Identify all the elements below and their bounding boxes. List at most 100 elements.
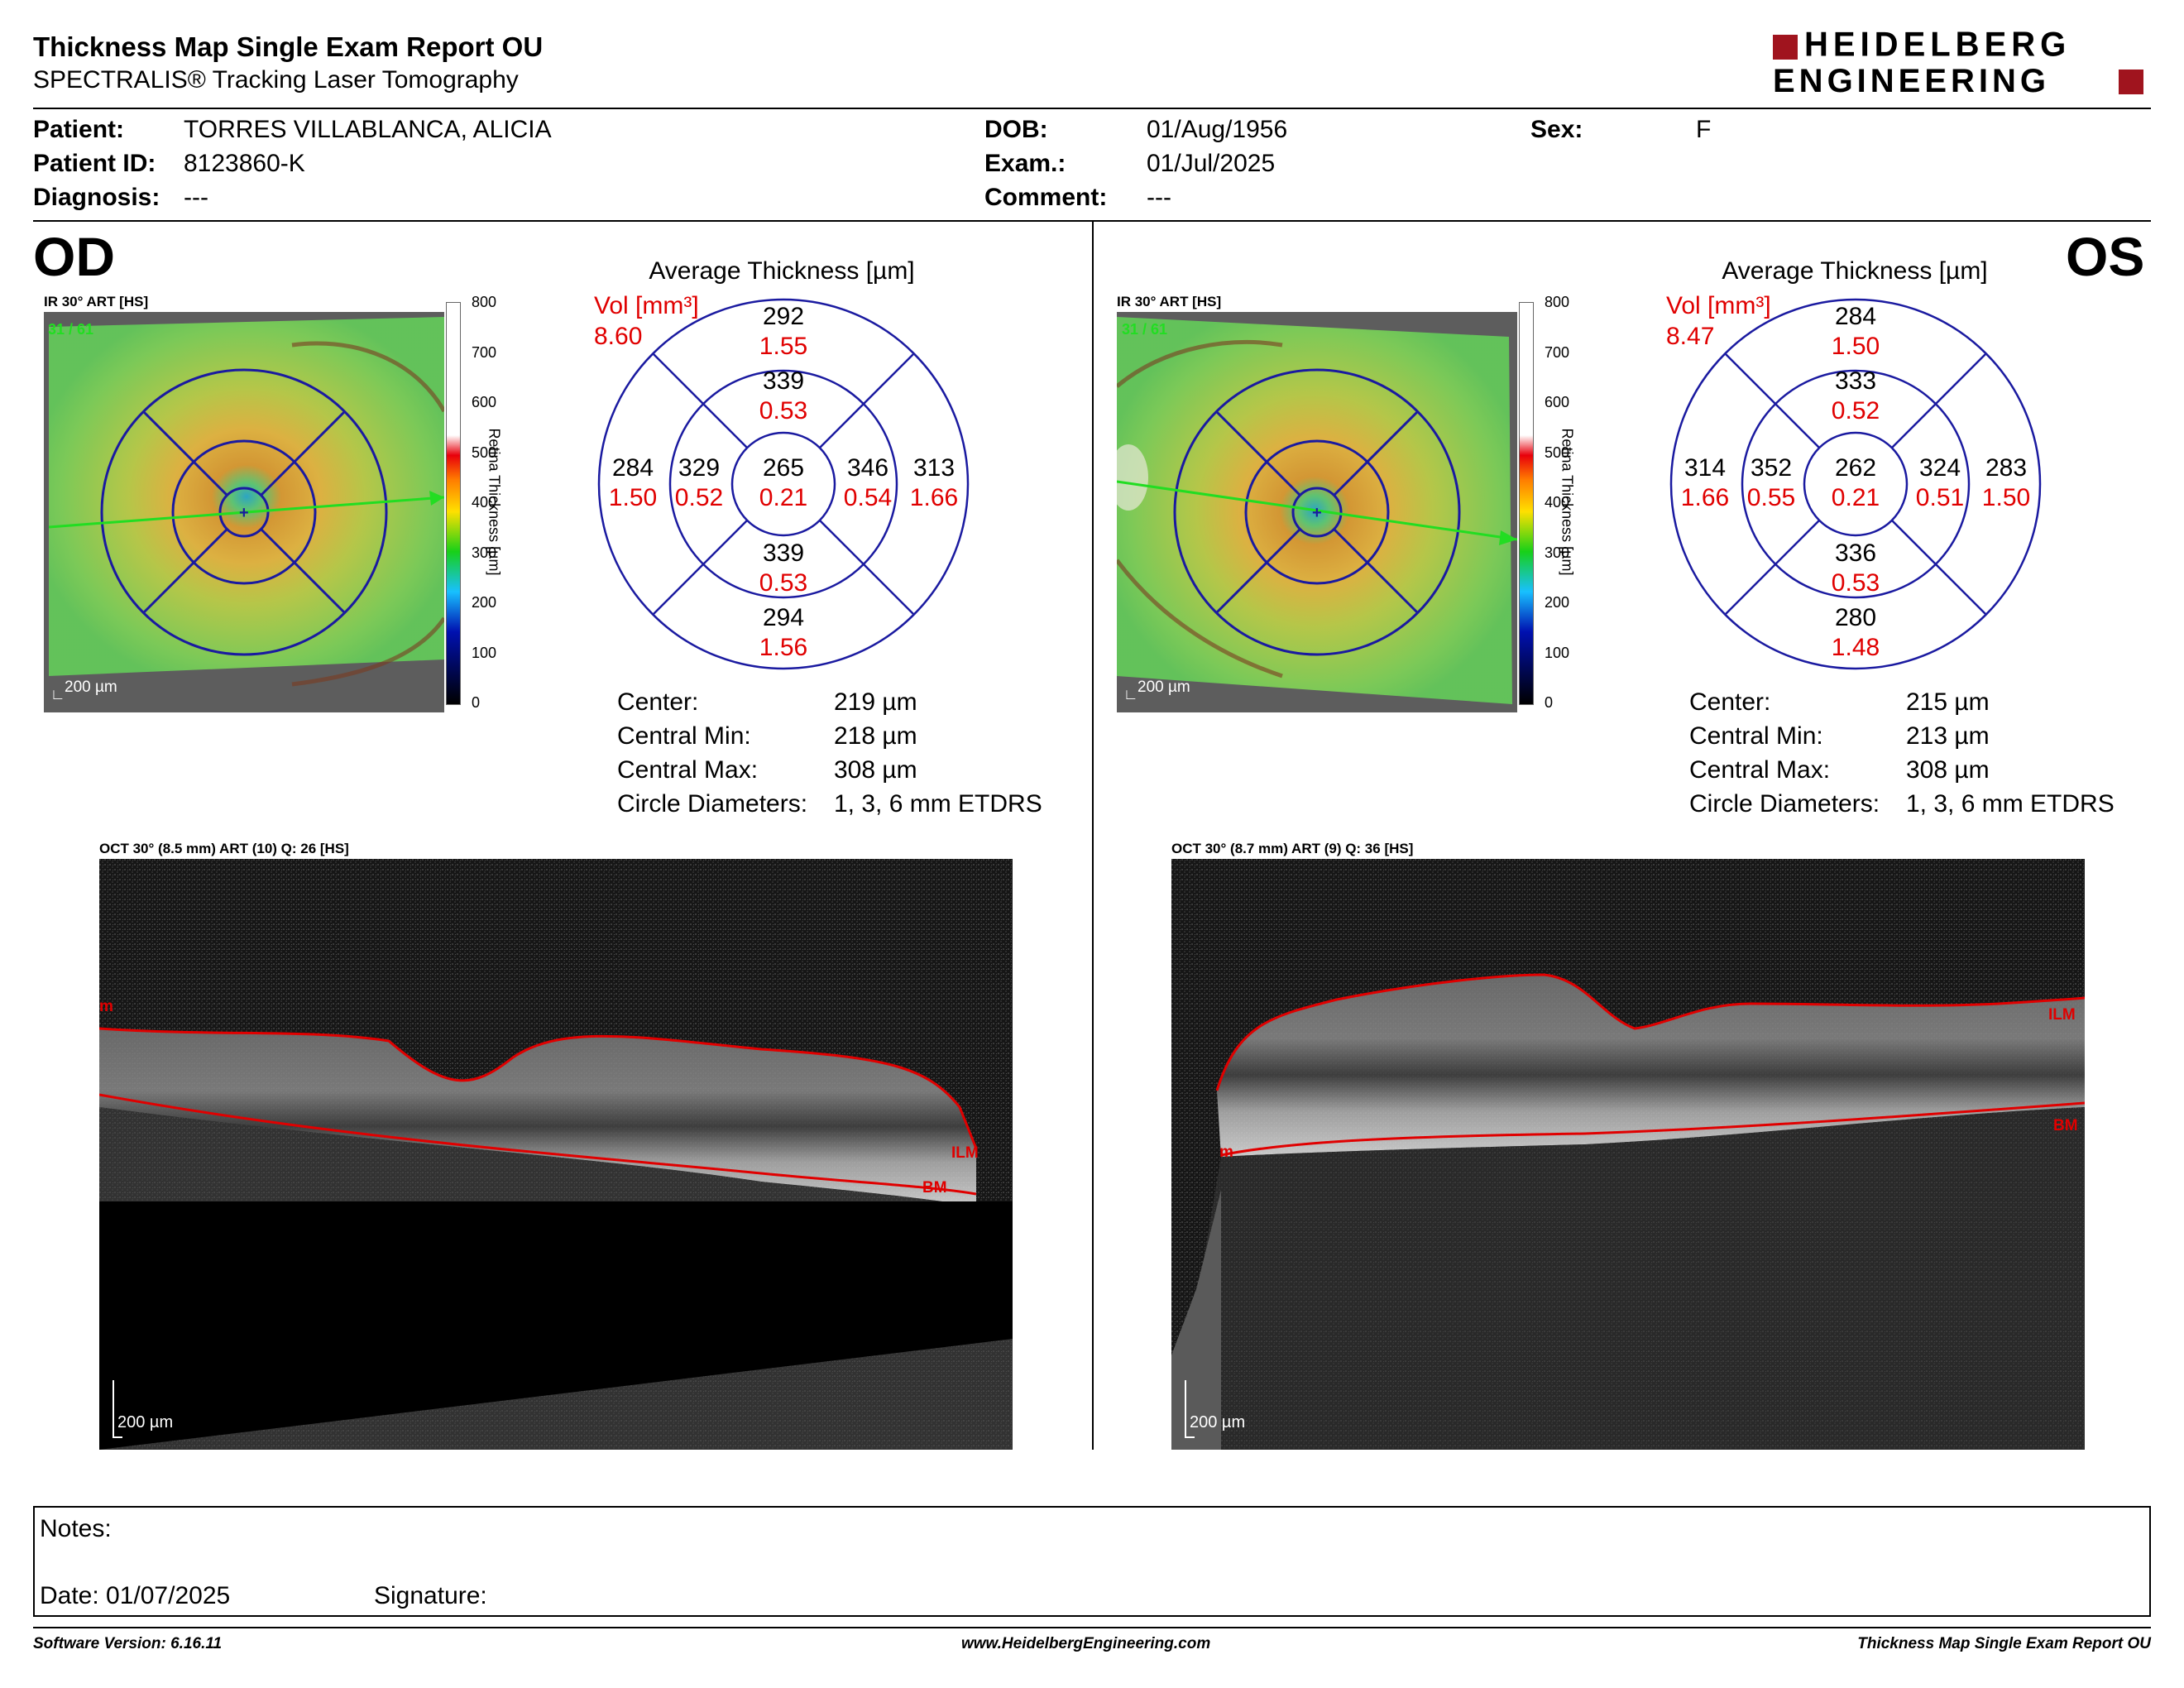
os-tick-600: 600 [1545, 394, 1570, 410]
os-sector-outer-right: 283 1.50 [1981, 454, 2031, 511]
os-colorbar [1519, 302, 1534, 705]
os-tick-400: 400 [1545, 494, 1570, 511]
notes-box[interactable] [33, 1506, 2151, 1617]
svg-text:+: + [1312, 504, 1322, 522]
od-vol-value: 8.60 [594, 323, 643, 350]
os-stat-min-value: 213 µm [1906, 722, 1990, 750]
comment-value: --- [1147, 184, 1171, 211]
os-tick-300: 300 [1545, 544, 1570, 561]
patient-id: 8123860-K [184, 150, 305, 177]
os-colorbar-title: Retina Thickness [µm] [1559, 428, 1576, 576]
os-ir-label: IR 30° ART [HS] [1117, 294, 1222, 309]
od-oct-ilm-edge: m [99, 998, 113, 1015]
od-stat-min-value: 218 µm [834, 722, 917, 750]
footer-website: www.HeidelbergEngineering.com [961, 1635, 1211, 1652]
od-colorbar-title: Retina Thickness [µm] [486, 428, 503, 576]
os-ir-scale: 200 µm [1138, 679, 1190, 696]
os-oct-bscan: ILM BM m 200 µm [1171, 859, 2085, 1450]
os-etdrs-grid [1668, 296, 2043, 672]
os-stat-center-value: 215 µm [1906, 688, 1990, 716]
os-stat-center-label: Center: [1689, 688, 1771, 716]
center-divider [1092, 222, 1094, 1450]
svg-text:+: + [239, 504, 249, 522]
os-oct-scalebar [1185, 1380, 1186, 1438]
od-stat-max-label: Central Max: [617, 756, 759, 784]
os-tick-700: 700 [1545, 344, 1570, 361]
os-sector-inner-left: 352 0.55 [1746, 454, 1796, 511]
os-sector-center: 262 0.21 [1831, 454, 1880, 511]
os-oct-scale-label: 200 µm [1190, 1413, 1246, 1431]
od-oct-bm-label: BM [922, 1179, 947, 1196]
od-colorbar [446, 302, 461, 705]
os-tick-800: 800 [1545, 294, 1570, 310]
diagnosis-label: Diagnosis: [33, 184, 160, 211]
os-tick-500: 500 [1545, 444, 1570, 461]
od-stat-diam-value: 1, 3, 6 mm ETDRS [834, 790, 1042, 818]
od-oct-scalebar [113, 1380, 114, 1438]
od-sector-inner-left: 329 0.52 [674, 454, 724, 511]
svg-text:∟: ∟ [50, 686, 65, 703]
od-sector-inner-bottom: 339 0.53 [759, 539, 808, 597]
od-tick-100: 100 [472, 645, 497, 661]
od-tick-600: 600 [472, 394, 497, 410]
os-ir-counter: 31 / 61 [1122, 321, 1168, 338]
date-label: Date: 01/07/2025 [40, 1582, 231, 1609]
od-sector-inner-right: 346 0.54 [843, 454, 893, 511]
od-ir-counter: 31 / 61 [48, 321, 94, 338]
report-title: Thickness Map Single Exam Report OU [33, 31, 544, 62]
os-stat-max-label: Central Max: [1689, 756, 1831, 784]
os-tick-100: 100 [1545, 645, 1570, 661]
sex-label: Sex: [1530, 116, 1583, 143]
svg-text:∟: ∟ [1123, 686, 1138, 703]
os-sector-inner-right: 324 0.51 [1915, 454, 1965, 511]
os-tick-0: 0 [1545, 694, 1554, 711]
od-tick-0: 0 [472, 694, 481, 711]
od-fundus-map: + ∟ [44, 312, 447, 712]
od-sector-outer-right: 313 1.66 [909, 454, 959, 511]
od-oct-ilm-label: ILM [951, 1144, 979, 1162]
logo-line1: HEIDELBERG [1804, 25, 2071, 65]
os-oct-scalebar-base [1185, 1436, 1195, 1438]
od-vol-label: Vol [mm³] [594, 292, 699, 319]
od-stat-center-value: 219 µm [834, 688, 917, 716]
os-sector-inner-bottom: 336 0.53 [1831, 539, 1880, 597]
os-colorbar-ticks: 800 700 600 500 400 300 200 100 0 [1533, 294, 1583, 711]
od-sector-inner-top: 339 0.53 [759, 367, 808, 424]
od-eye-label: OD [33, 226, 115, 287]
od-tick-500: 500 [472, 444, 497, 461]
os-oct-ilm-label: ILM [2048, 1006, 2076, 1024]
footer-rule [33, 1627, 2151, 1628]
od-sector-outer-left: 284 1.50 [608, 454, 658, 511]
os-eye-label: OS [2066, 226, 2145, 287]
logo-square-top [1773, 35, 1798, 60]
os-sector-outer-top: 284 1.50 [1831, 303, 1880, 360]
os-sector-outer-bottom: 280 1.48 [1831, 604, 1880, 661]
od-tick-400: 400 [472, 494, 497, 511]
dob-value: 01/Aug/1956 [1147, 116, 1288, 143]
dob-label: DOB: [984, 116, 1048, 143]
logo-line2: ENGINEERING [1773, 63, 2051, 99]
info-rule [33, 220, 2151, 222]
od-stat-diam-label: Circle Diameters: [617, 790, 808, 818]
os-fundus-map: + ∟ [1109, 312, 1518, 712]
report-subtitle: SPECTRALIS® Tracking Laser Tomography [33, 66, 519, 94]
od-sector-outer-top: 292 1.55 [759, 303, 808, 360]
sex-value: F [1696, 116, 1712, 143]
os-avg-title: Average Thickness [µm] [1722, 257, 1988, 285]
patient-label: Patient: [33, 116, 125, 143]
od-tick-300: 300 [472, 544, 497, 561]
os-stat-max-value: 308 µm [1906, 756, 1990, 784]
os-sector-outer-left: 314 1.66 [1680, 454, 1730, 511]
os-oct-ilm-edge: m [1219, 1144, 1233, 1161]
od-sector-center: 265 0.21 [759, 454, 808, 511]
exam-value: 01/Jul/2025 [1147, 150, 1276, 177]
od-ir-label: IR 30° ART [HS] [44, 294, 149, 309]
od-oct-scale-label: 200 µm [117, 1413, 174, 1431]
footer-software-version: Software Version: 6.16.11 [33, 1635, 223, 1652]
od-sector-outer-bottom: 294 1.56 [759, 604, 808, 661]
od-etdrs-grid [596, 296, 971, 672]
signature-label: Signature: [374, 1582, 487, 1609]
od-stat-max-value: 308 µm [834, 756, 917, 784]
od-tick-700: 700 [472, 344, 497, 361]
patient-name: TORRES VILLABLANCA, ALICIA [184, 116, 552, 143]
